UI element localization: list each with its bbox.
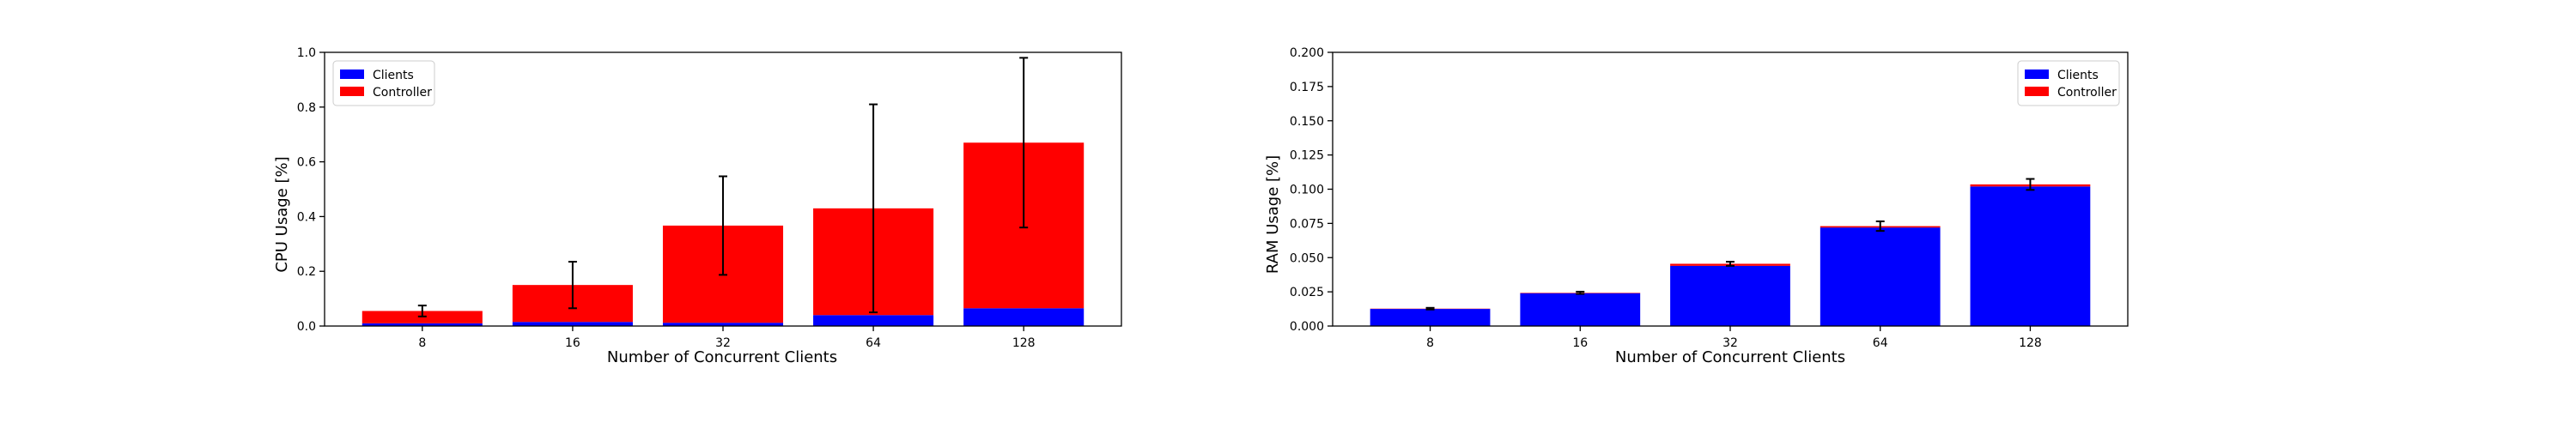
x-tick-label: 64 — [1873, 336, 1888, 350]
bar-clients-8 — [1370, 309, 1491, 326]
x-axis-label: Number of Concurrent Clients — [1615, 348, 1845, 366]
x-axis-label: Number of Concurrent Clients — [607, 348, 837, 366]
y-tick-label: 0.0 — [297, 320, 316, 334]
x-tick-label: 128 — [1012, 336, 1036, 350]
y-tick-label: 0.125 — [1290, 149, 1324, 163]
y-tick-label: 0.100 — [1290, 184, 1324, 197]
legend-label-clients: Clients — [373, 69, 414, 82]
legend: Clients Controller — [2017, 60, 2120, 106]
legend-label-controller: Controller — [373, 86, 432, 100]
y-tick-label: 0.075 — [1290, 217, 1324, 231]
legend-swatch-clients — [340, 69, 364, 79]
y-tick-label: 0.050 — [1290, 251, 1324, 265]
y-tick-label: 0.2 — [297, 265, 316, 279]
legend-swatch-controller — [340, 87, 364, 96]
x-tick-label: 16 — [1572, 336, 1588, 350]
error-bar-64 — [869, 103, 878, 314]
y-tick-label: 0.000 — [1290, 320, 1324, 334]
y-tick-label: 0.6 — [297, 156, 316, 170]
error-bar-64 — [1875, 220, 1885, 233]
x-tick-label: 32 — [715, 336, 731, 350]
legend-label-controller: Controller — [2057, 86, 2117, 100]
legend: Clients Controller — [332, 60, 435, 106]
bar-clients-32 — [1670, 265, 1790, 326]
error-bar-16 — [568, 261, 577, 310]
legend-label-clients: Clients — [2057, 69, 2099, 82]
y-tick-label: 0.150 — [1290, 115, 1324, 129]
bar-clients-128 — [1970, 186, 2091, 326]
error-bar-8 — [417, 305, 427, 317]
y-axis-label: RAM Usage [%] — [1264, 155, 1282, 274]
x-tick-label: 128 — [2019, 336, 2042, 350]
y-tick-label: 0.175 — [1290, 81, 1324, 94]
bar-clients-128 — [963, 308, 1084, 326]
error-bar-16 — [1576, 290, 1585, 295]
y-tick-label: 0.200 — [1290, 46, 1324, 60]
error-bar-8 — [1425, 306, 1435, 311]
y-tick-label: 1.0 — [297, 46, 316, 60]
error-bar-128 — [1019, 57, 1029, 229]
legend-swatch-controller — [2025, 87, 2049, 96]
cpu-usage-chart: Number of Concurrent Clients CPU Usage [… — [273, 46, 1122, 366]
x-tick-label: 32 — [1722, 336, 1738, 350]
x-tick-label: 8 — [418, 336, 426, 350]
bar-clients-32 — [662, 323, 784, 326]
bar-clients-16 — [1520, 293, 1641, 326]
bar-clients-64 — [813, 315, 934, 326]
legend-swatch-clients — [2025, 69, 2049, 79]
ram-usage-chart: Number of Concurrent Clients RAM Usage [… — [1264, 46, 2129, 366]
x-tick-label: 8 — [1426, 336, 1434, 350]
x-tick-label: 64 — [866, 336, 881, 350]
bar-clients-64 — [1820, 227, 1941, 326]
bar-clients-16 — [512, 322, 633, 326]
bar-clients-8 — [361, 323, 483, 326]
error-bar-128 — [2026, 178, 2035, 191]
y-tick-label: 0.025 — [1290, 286, 1324, 299]
y-axis-label: CPU Usage [%] — [273, 156, 291, 272]
error-bar-32 — [1726, 261, 1735, 267]
error-bar-32 — [719, 175, 727, 276]
x-tick-label: 16 — [565, 336, 580, 350]
y-tick-label: 0.8 — [297, 101, 316, 115]
y-tick-label: 0.4 — [297, 210, 316, 224]
